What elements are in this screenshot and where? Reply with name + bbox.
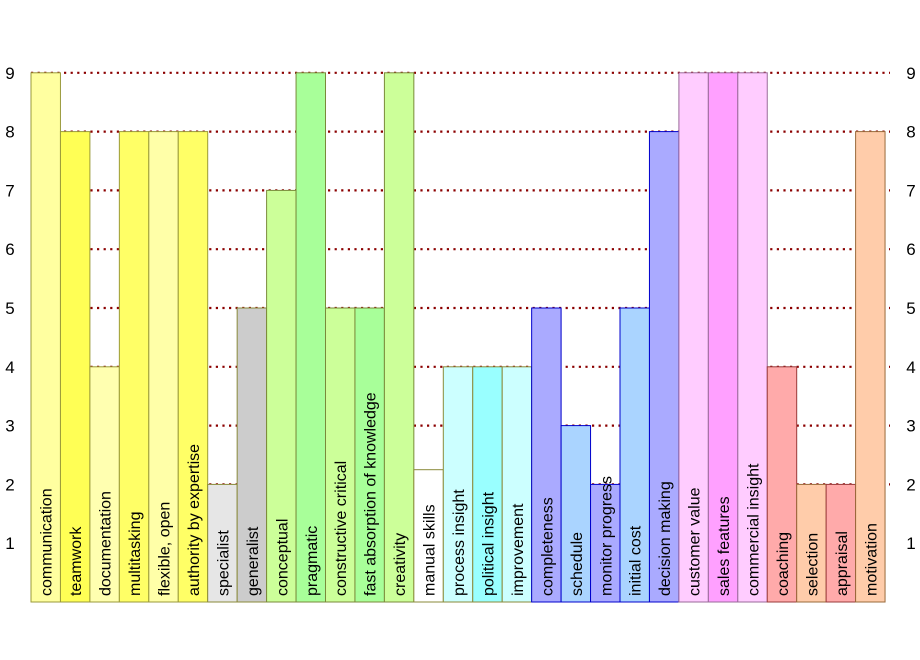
y-axis-left: 1 2 3 4 5 6 7 8 9 — [5, 64, 14, 553]
bar-label: generalist — [245, 526, 262, 596]
bar-label: customer value — [687, 487, 704, 596]
bar-labels: communication teamwork documentation multit… — [39, 392, 881, 596]
bar-political-insight — [472, 366, 503, 603]
bar-label: coaching — [775, 532, 792, 596]
bar-label: commercial insight — [746, 463, 763, 596]
bar-label: motivation — [863, 523, 880, 596]
bar-label: creativity — [392, 533, 409, 596]
y-tick-right: 4 — [906, 358, 915, 377]
bar-label: process insight — [451, 489, 468, 596]
bar-coaching — [766, 366, 798, 603]
bar-label: schedule — [569, 532, 586, 596]
bar-label: manual skills — [422, 504, 439, 596]
y-tick-right: 2 — [906, 475, 915, 494]
bar-label: constructive critical — [333, 461, 350, 596]
bar-label: completeness — [539, 497, 556, 596]
bar-label: sales features — [716, 496, 733, 596]
bar-improvement — [501, 366, 533, 603]
bar-label: flexible, open — [157, 502, 174, 596]
bar-authority-by-expertise — [177, 131, 209, 603]
y-axis-right: 1 2 3 4 5 6 7 8 9 — [906, 64, 915, 553]
bar-commercial-insight — [737, 72, 768, 603]
y-tick-left: 8 — [5, 123, 14, 142]
bar-label: monitor progress — [598, 476, 615, 596]
bar-monitor-progress — [590, 483, 621, 603]
bars — [30, 72, 886, 603]
y-tick-right: 1 — [906, 534, 915, 553]
bar-completeness — [531, 307, 562, 603]
y-tick-right: 9 — [906, 64, 915, 83]
bar-pragmatic — [295, 72, 326, 603]
bar-label: improvement — [510, 503, 527, 596]
bar-flexible-open — [148, 131, 179, 603]
y-tick-left: 4 — [5, 358, 14, 377]
bar-label: documentation — [98, 491, 115, 596]
y-tick-left: 5 — [5, 299, 14, 318]
bar-label: specialist — [215, 530, 232, 596]
bar-label: conceptual — [274, 519, 291, 596]
bar-label: authority by expertise — [186, 444, 203, 596]
bar-specialist — [207, 483, 238, 603]
bar-decision-making — [648, 131, 680, 603]
bar-multitasking — [118, 131, 150, 603]
y-tick-left: 2 — [5, 475, 14, 494]
y-tick-left: 9 — [5, 64, 14, 83]
bar-initial-cost — [619, 307, 650, 603]
y-tick-right: 5 — [906, 299, 915, 318]
bar-documentation — [89, 366, 120, 603]
bar-process-insight — [442, 366, 474, 603]
bar-label: appraisal — [834, 531, 851, 596]
y-tick-left: 3 — [5, 417, 14, 436]
bar-fast-absorption-of-knowledge — [354, 307, 385, 603]
y-tick-right: 7 — [906, 181, 915, 200]
bar-creativity — [383, 72, 415, 603]
bar-motivation — [855, 131, 886, 603]
bar-label: communication — [39, 488, 56, 596]
y-tick-left: 6 — [5, 240, 14, 259]
bar-label: selection — [804, 533, 821, 596]
bar-communication — [30, 72, 61, 603]
bar-teamwork — [59, 131, 91, 603]
bar-sales-features — [707, 72, 739, 603]
bar-label: initial cost — [628, 525, 645, 596]
y-tick-right: 3 — [906, 417, 915, 436]
y-tick-right: 6 — [906, 240, 915, 259]
bar-manual-skills — [413, 469, 444, 603]
y-tick-left: 1 — [5, 534, 14, 553]
bar-customer-value — [678, 72, 709, 603]
bar-label: decision making — [657, 481, 674, 596]
bar-selection — [796, 483, 827, 603]
bar-label: teamwork — [68, 526, 85, 596]
bar-label: multitasking — [127, 512, 144, 596]
y-tick-left: 7 — [5, 181, 14, 200]
bar-label: political insight — [480, 491, 497, 596]
y-tick-right: 8 — [906, 123, 915, 142]
bar-label: fast absorption of knowledge — [363, 392, 380, 596]
bar-label: pragmatic — [304, 526, 321, 596]
